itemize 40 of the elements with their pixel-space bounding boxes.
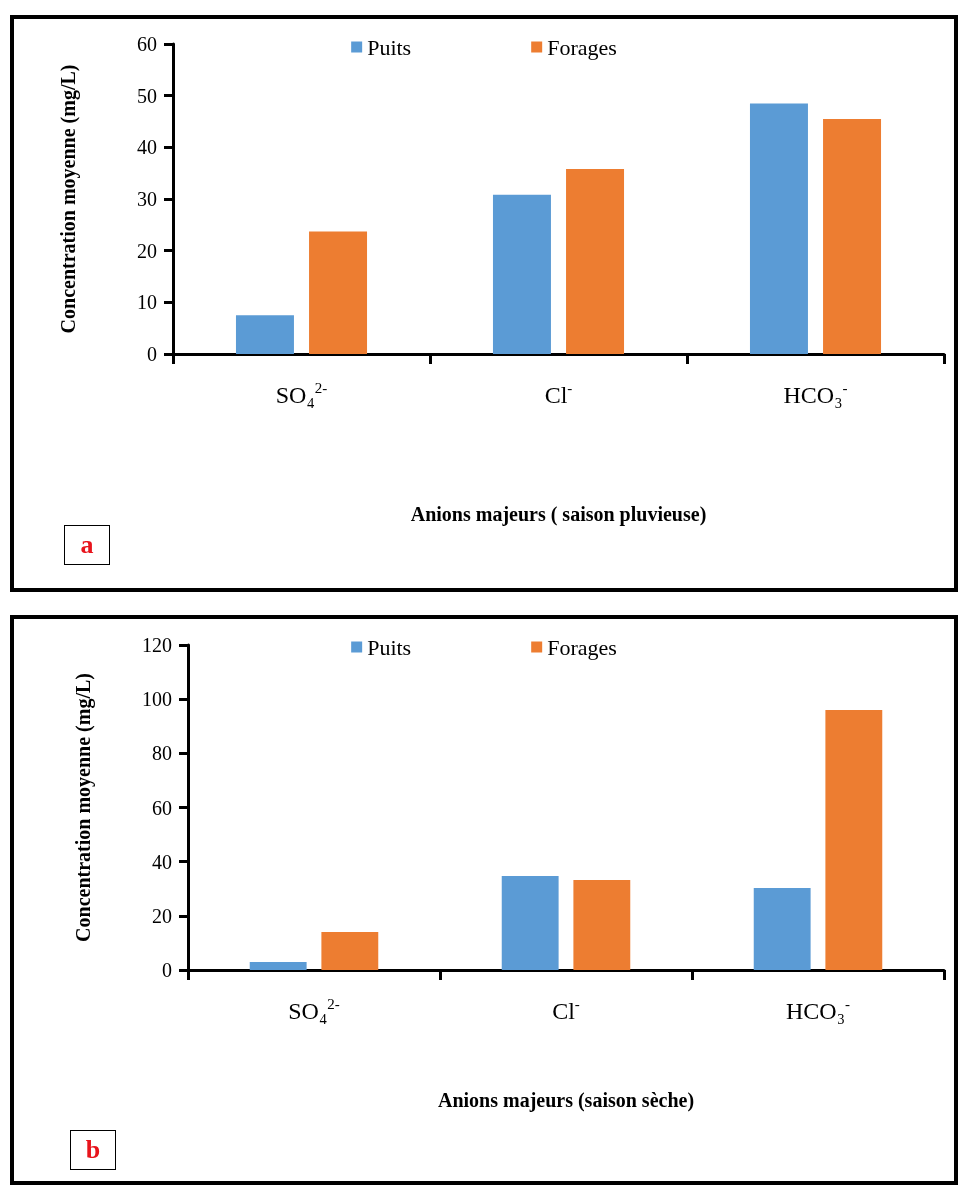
legend-label: Puits xyxy=(367,634,412,660)
y-axis-title: Concentration moyenne (mg/L) xyxy=(72,673,95,942)
y-tick-label: 20 xyxy=(137,239,157,262)
bar xyxy=(823,118,882,354)
bar xyxy=(249,961,307,970)
y-axis-title: Concentration moyenne (mg/L) xyxy=(57,64,80,334)
y-tick-label: 40 xyxy=(137,136,157,159)
text: b xyxy=(70,1130,116,1170)
bar xyxy=(749,103,808,354)
x-tick-label: HCO₃- xyxy=(785,995,851,1024)
legend-label: Puits xyxy=(367,34,412,60)
x-tick-label: Cl- xyxy=(552,995,580,1024)
bar xyxy=(309,231,368,354)
y-tick-label: 40 xyxy=(152,850,172,873)
bar xyxy=(566,169,625,354)
bar xyxy=(753,887,811,970)
y-tick-label: 100 xyxy=(142,688,172,711)
y-tick-label: 60 xyxy=(152,796,172,819)
x-tick-label: Cl- xyxy=(544,379,573,408)
x-axis-title: Anions majeurs (saison sèche) xyxy=(437,1089,695,1112)
y-tick-label: 60 xyxy=(137,33,157,55)
y-tick-label: 30 xyxy=(137,188,157,210)
y-tick-label: 120 xyxy=(142,634,172,656)
bar xyxy=(492,194,551,354)
legend-label: Forages xyxy=(547,34,617,60)
text: a xyxy=(64,525,110,565)
y-tick-label: 80 xyxy=(152,742,172,765)
y-tick-label: 20 xyxy=(152,904,172,927)
bar xyxy=(235,315,294,354)
x-tick-label: HCO₃- xyxy=(783,379,848,408)
y-tick-label: 10 xyxy=(137,291,157,314)
legend-label: Forages xyxy=(547,634,617,660)
y-tick-label: 0 xyxy=(162,959,172,981)
bar xyxy=(573,880,631,970)
x-axis-title: Anions majeurs ( saison pluvieuse) xyxy=(410,503,707,526)
bar xyxy=(321,932,379,970)
y-tick-label: 0 xyxy=(147,343,157,365)
y-tick-label: 50 xyxy=(137,84,157,107)
bar xyxy=(501,876,559,970)
bar xyxy=(825,710,883,970)
